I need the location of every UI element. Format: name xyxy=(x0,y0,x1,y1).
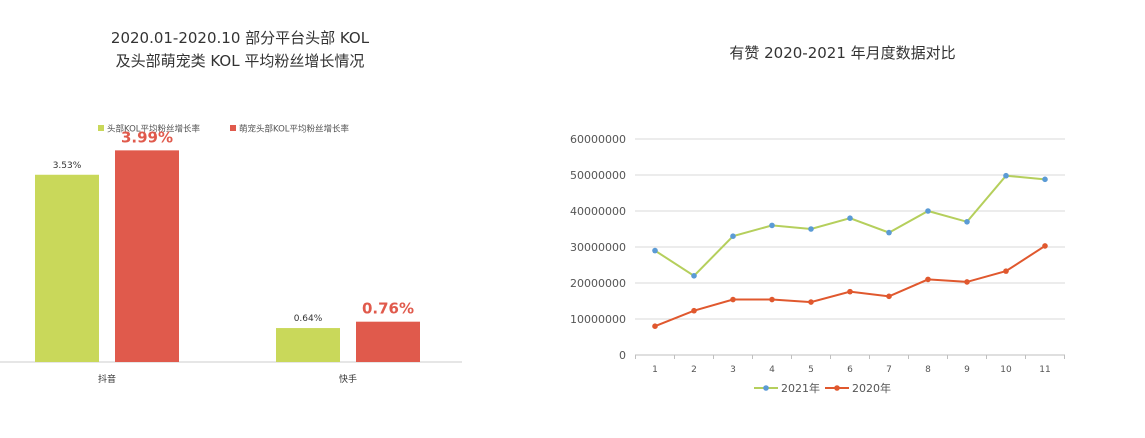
y-tick-label-6: 50000000 xyxy=(570,169,626,182)
line-legend: 2021年 2020年 xyxy=(754,381,891,395)
y-tick-label-7: 60000000 xyxy=(570,133,626,146)
series-2-point-11 xyxy=(1042,243,1048,249)
series-1-point-4 xyxy=(769,222,775,229)
left-chart-title-line1: 2020.01-2020.10 部分平台头部 KOL xyxy=(110,29,370,47)
legend-series-label-2: 2020年 xyxy=(852,381,891,395)
series-2-point-10 xyxy=(1003,268,1009,274)
right-chart-panel: 有赞 2020-2021 年月度数据对比 0 10000000 20000000 30… xyxy=(540,0,1145,438)
series-2-point-7 xyxy=(886,293,892,300)
series-1-point-10 xyxy=(1003,172,1009,179)
series-1-point-1 xyxy=(652,247,658,254)
legend-marker-2 xyxy=(834,385,840,391)
series-1-point-5 xyxy=(808,226,814,232)
x-tick-label-9: 9 xyxy=(964,365,970,375)
x-tick-label-10: 10 xyxy=(1000,365,1012,375)
y-tick-label-3: 20000000 xyxy=(570,277,626,290)
series-1-point-2 xyxy=(691,273,697,279)
bar-chart: 头部KOL平均粉丝增长率 萌宠头部KOL平均粉丝增长率 3.53% 3.99% 抖音 0.… xyxy=(0,124,462,385)
legend-series-label-1: 2021年 xyxy=(781,381,820,395)
series-2-point-9 xyxy=(964,279,970,285)
series-1-point-7 xyxy=(886,229,892,236)
legend-swatch-2 xyxy=(230,125,236,131)
series-2-point-2 xyxy=(691,307,697,314)
y-tick-label-1: 0 xyxy=(619,349,626,362)
series-2-point-3 xyxy=(730,296,736,303)
series-1-point-9 xyxy=(964,219,970,225)
series-1-point-11 xyxy=(1042,176,1048,183)
bar-category-label-1: 抖音 xyxy=(98,373,116,385)
bar-label-2-2: 0.76% xyxy=(362,300,414,318)
series-2-point-6 xyxy=(847,288,853,295)
bar-label-1-1: 3.53% xyxy=(53,161,82,171)
series-1-point-3 xyxy=(730,233,736,239)
y-tick-label-2: 10000000 xyxy=(570,313,626,326)
bar-legend: 头部KOL平均粉丝增长率 萌宠头部KOL平均粉丝增长率 xyxy=(98,124,350,135)
line-chart: 0 10000000 20000000 30000000 40000000 5000000… xyxy=(570,133,1065,395)
series-2-point-8 xyxy=(925,276,931,283)
bar-2-2 xyxy=(356,321,420,362)
bar-label-1-2: 0.64% xyxy=(294,314,323,324)
y-tick-label-4: 30000000 xyxy=(570,241,626,254)
series-1-point-8 xyxy=(925,208,931,214)
bar-1-2 xyxy=(276,328,340,362)
series-line-1 xyxy=(654,174,1046,278)
left-chart-panel: 2020.01-2020.10 部分平台头部 KOL 及头部萌宠类 KOL 平均… xyxy=(0,0,480,438)
x-tick-label-11: 11 xyxy=(1039,365,1050,375)
legend-marker-1 xyxy=(763,385,769,391)
bar-2-1 xyxy=(115,150,179,362)
x-tick-label-2: 2 xyxy=(691,365,697,375)
bar-1-1 xyxy=(35,174,99,362)
y-tick-label-5: 40000000 xyxy=(570,205,626,218)
legend-swatch-1 xyxy=(98,125,104,131)
x-tick-label-5: 5 xyxy=(808,365,814,375)
series-2-point-5 xyxy=(808,299,814,305)
right-chart-title: 有赞 2020-2021 年月度数据对比 xyxy=(729,44,956,62)
series-1-point-6 xyxy=(847,215,853,221)
left-chart-title-line2: 及头部萌宠类 KOL 平均粉丝增长情况 xyxy=(115,52,365,70)
x-tick-label-8: 8 xyxy=(925,365,931,375)
bar-category-label-2: 快手 xyxy=(339,373,357,385)
x-tick-label-6: 6 xyxy=(847,365,853,375)
x-tick-label-7: 7 xyxy=(886,365,892,375)
x-tick-label-1: 1 xyxy=(652,365,658,375)
x-tick-label-4: 4 xyxy=(769,365,775,375)
legend-label-2: 萌宠头部KOL平均粉丝增长率 xyxy=(239,124,350,135)
legend-label-1: 头部KOL平均粉丝增长率 xyxy=(107,124,201,135)
x-tick-label-3: 3 xyxy=(730,365,736,375)
series-line-2 xyxy=(654,245,1046,328)
bar-label-2-1: 3.99% xyxy=(121,128,173,146)
series-2-point-1 xyxy=(652,323,658,330)
series-2-point-4 xyxy=(769,296,775,303)
